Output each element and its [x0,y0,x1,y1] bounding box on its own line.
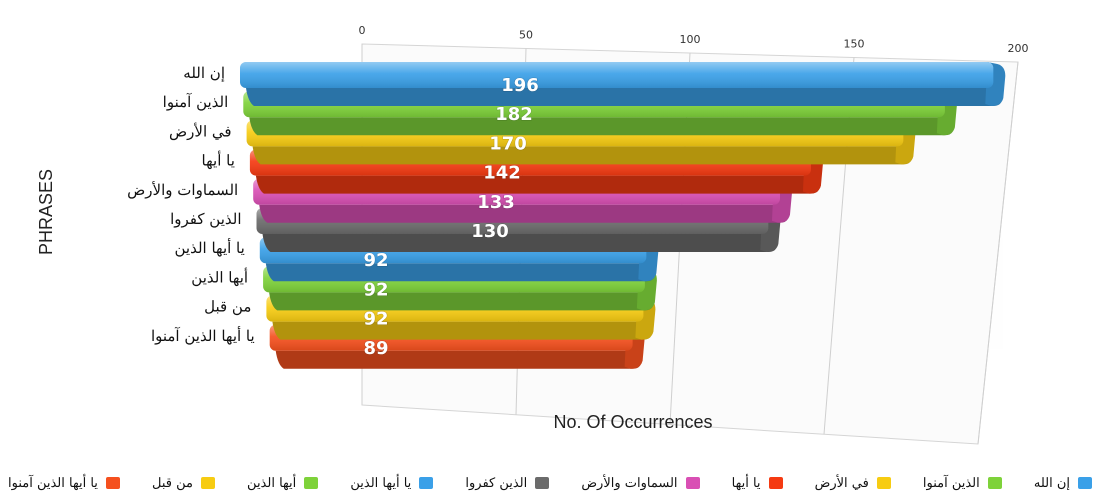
bar-chart: 0 50 100 150 200 89929292130133142170182196 … [36,24,1029,445]
x-axis-title: No. Of Occurrences [553,412,712,432]
bar-depth [275,350,641,369]
legend-item: الذين كفروا [465,475,550,491]
legend-item: السماوات والأرض [581,475,700,491]
legend-label: يا أيها [731,475,761,491]
bar-depth [265,263,655,282]
bar-depth [252,146,912,165]
bar-depth [259,204,788,223]
legend-label: أيها الذين [247,475,297,491]
legend-swatch [987,477,1002,489]
legend-label: يا أيها الذين آمنوا [8,475,98,491]
legend-item: من قبل [152,476,215,491]
legend-swatch [685,477,700,489]
legend-swatch [419,477,434,489]
legend-item: في الأرض [815,476,891,491]
y-axis-title: PHRASES [36,169,56,255]
category-label: يا أيها [202,151,235,170]
grid-line [977,61,1019,445]
legend-swatch [200,477,215,489]
legend-label: الذين آمنوا [922,475,980,491]
legend-label: إن الله [1033,475,1070,491]
category-label: في الأرض [169,122,232,140]
category-label: من قبل [204,298,251,316]
legend-swatch [768,477,783,489]
bar: 196 [240,62,1006,106]
legend-item: أيها الذين [247,475,319,491]
bar-depth [262,234,777,252]
legend-swatch [105,477,120,489]
legend-swatch [304,477,319,489]
legend-label: من قبل [151,475,193,491]
category-label: الذين آمنوا [163,93,229,111]
legend-item: يا أيها [732,476,783,491]
category-label: يا أيها الذين [174,238,244,257]
category-label: أيها الذين [191,267,248,286]
category-labels: يا أيها الذين آمنوا من قبل أيها الذين يا أي… [127,64,255,345]
x-tick-label: 100 [680,33,701,46]
x-tick-label: 150 [844,38,865,51]
legend: إن الله الذين آمنوا في الأرض يا أيها السماوا… [0,470,1100,496]
legend-label: الذين كفروا [465,475,528,491]
legend-item: الذين آمنوا [923,476,1002,491]
x-tick-label: 0 [359,24,366,37]
x-tick-label: 50 [519,29,533,42]
bar-depth [272,321,652,340]
legend-item: يا أيها الذين آمنوا [8,476,120,491]
category-label: الذين كفروا [170,210,241,228]
bar-value-label: 182 [495,104,533,125]
bar-depth [255,175,819,194]
bar-depth [246,88,1002,106]
legend-item: إن الله [1034,476,1092,491]
legend-swatch [876,477,891,489]
bar-depth [249,117,953,136]
legend-swatch [535,477,550,489]
bar-gloss [240,62,994,88]
bar-value-label: 92 [363,309,388,330]
bar-value-label: 92 [363,250,388,271]
bars: 89 92 92 92 130 133 142 170 182 196 [240,62,1006,369]
legend-label: في الأرض [814,475,869,491]
bar-depth [269,292,653,311]
legend-label: يا أيها الذين [350,475,412,491]
bar-value-label: 196 [501,75,539,96]
legend-label: السماوات والأرض [581,475,678,491]
x-tick-labels: 0 50 100 150 200 [359,24,1029,55]
bar-value-label: 170 [489,133,527,154]
bar-value-label: 133 [477,192,515,213]
bar-value-label: 89 [363,338,388,359]
category-label: يا أيها الذين آمنوا [151,326,255,345]
legend-swatch [1077,477,1092,489]
legend-item: يا أيها الذين [350,475,434,491]
bar-value-label: 142 [483,163,521,184]
bar-value-label: 130 [471,221,509,242]
x-tick-label: 200 [1008,42,1029,55]
category-label: السماوات والأرض [127,181,238,199]
category-label: إن الله [183,64,225,82]
bar-value-label: 92 [363,279,388,300]
